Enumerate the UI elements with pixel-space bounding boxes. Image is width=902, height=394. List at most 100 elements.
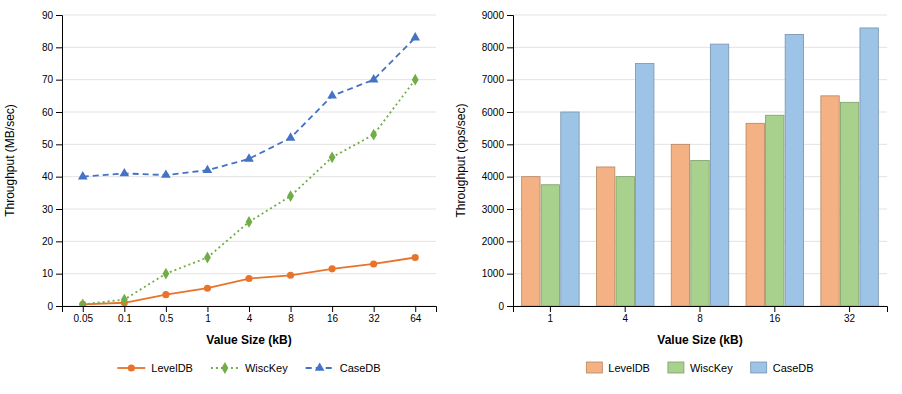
bar-series bbox=[541, 102, 859, 306]
y-tick-label: 7000 bbox=[482, 74, 505, 85]
y-axis-title: Throughput (ops/sec) bbox=[454, 103, 468, 217]
legend-label: LevelDB bbox=[151, 362, 193, 374]
y-axis-line bbox=[507, 16, 514, 307]
marker bbox=[286, 132, 296, 140]
y-tick-label: 1000 bbox=[482, 268, 505, 279]
chart-canvas: 01020304050607080900.050.10.5148163264Va… bbox=[0, 0, 902, 394]
x-axis: 1481632 bbox=[514, 306, 888, 324]
bar bbox=[636, 64, 654, 307]
grid-line bbox=[62, 79, 436, 80]
y-tick: 0 bbox=[47, 301, 62, 312]
legend-item: CaseDB bbox=[751, 362, 814, 374]
marker bbox=[161, 170, 171, 178]
marker bbox=[246, 216, 253, 228]
y-tick-mark bbox=[507, 274, 513, 275]
x-tick-label: 32 bbox=[844, 313, 856, 324]
y-tick: 40 bbox=[42, 171, 62, 182]
line bbox=[83, 258, 415, 305]
x-tick-label: 1 bbox=[205, 313, 211, 324]
y-tick-label: 60 bbox=[42, 107, 54, 118]
bar bbox=[616, 177, 634, 306]
y-tick-label: 90 bbox=[42, 10, 54, 21]
y-tick: 50 bbox=[42, 139, 62, 150]
chart-panel: 0100020003000400050006000700080009000148… bbox=[454, 10, 888, 374]
plot-area bbox=[522, 28, 879, 306]
y-tick-mark bbox=[507, 144, 513, 145]
y-tick-label: 20 bbox=[42, 236, 54, 247]
legend-item: LevelDB bbox=[117, 362, 193, 374]
y-tick-label: 9000 bbox=[482, 10, 505, 21]
bar bbox=[746, 123, 764, 306]
y-tick-mark bbox=[56, 15, 62, 16]
grid-line bbox=[62, 144, 436, 145]
grid bbox=[513, 15, 887, 306]
y-tick: 2000 bbox=[482, 236, 513, 247]
x-tick-label: 16 bbox=[327, 313, 339, 324]
bar bbox=[785, 34, 803, 306]
marker bbox=[369, 74, 379, 82]
bar bbox=[840, 102, 858, 306]
y-tick-label: 80 bbox=[42, 42, 54, 53]
markers bbox=[79, 254, 419, 306]
y-tick-mark bbox=[56, 177, 62, 178]
line bbox=[83, 38, 415, 177]
y-tick: 30 bbox=[42, 204, 62, 215]
x-tick: 0.5 bbox=[159, 306, 173, 324]
x-tick: 8 bbox=[288, 306, 294, 324]
x-axis-title: Value Size (kB) bbox=[206, 333, 291, 347]
bar bbox=[541, 185, 559, 306]
x-tick: 1 bbox=[205, 306, 211, 324]
marker bbox=[287, 190, 294, 202]
marker bbox=[412, 254, 419, 261]
legend: LevelDBWiscKeyCaseDB bbox=[586, 362, 813, 374]
x-tick-label: 32 bbox=[369, 313, 381, 324]
y-tick-label: 2000 bbox=[482, 236, 505, 247]
y-tick-label: 0 bbox=[498, 301, 504, 312]
x-tick: 4 bbox=[622, 306, 628, 324]
grid-line bbox=[62, 273, 436, 274]
y-axis-line bbox=[56, 16, 63, 307]
x-tick-label: 4 bbox=[247, 313, 253, 324]
markers bbox=[79, 74, 418, 306]
x-tick-mark bbox=[700, 306, 701, 312]
x-axis-line bbox=[514, 307, 888, 313]
y-tick-mark bbox=[56, 112, 62, 113]
y-tick: 10 bbox=[42, 268, 62, 279]
x-tick: 1 bbox=[548, 306, 554, 324]
y-tick-mark bbox=[56, 241, 62, 242]
y-tick-mark bbox=[56, 209, 62, 210]
x-tick-mark bbox=[774, 306, 775, 312]
x-tick-mark bbox=[207, 306, 208, 312]
y-tick-mark bbox=[56, 47, 62, 48]
marker bbox=[244, 153, 254, 161]
x-tick-label: 4 bbox=[622, 313, 628, 324]
chart-panel: 01020304050607080900.050.10.5148163264Va… bbox=[3, 10, 437, 374]
markers bbox=[78, 32, 420, 179]
x-tick: 4 bbox=[247, 306, 253, 324]
legend-marker bbox=[222, 362, 229, 374]
bar bbox=[561, 112, 579, 306]
y-tick-label: 6000 bbox=[482, 107, 505, 118]
bar bbox=[596, 167, 614, 306]
bar-series bbox=[561, 28, 879, 306]
y-tick: 0 bbox=[498, 301, 513, 312]
x-tick: 8 bbox=[697, 306, 703, 324]
x-tick-mark bbox=[249, 306, 250, 312]
marker bbox=[327, 90, 337, 98]
y-tick-mark bbox=[56, 80, 62, 81]
y-tick-label: 4000 bbox=[482, 171, 505, 182]
y-tick-mark bbox=[56, 274, 62, 275]
y-tick: 6000 bbox=[482, 107, 513, 118]
y-axis: 0102030405060708090 bbox=[42, 10, 63, 312]
y-tick-label: 5000 bbox=[482, 139, 505, 150]
y-tick-label: 30 bbox=[42, 204, 54, 215]
bar bbox=[671, 144, 689, 306]
marker bbox=[329, 265, 336, 272]
x-tick-mark bbox=[374, 306, 375, 312]
y-tick: 3000 bbox=[482, 204, 513, 215]
grid-line bbox=[62, 112, 436, 113]
legend-swatch bbox=[751, 362, 767, 373]
grid-line bbox=[62, 209, 436, 210]
grid-line bbox=[513, 47, 887, 48]
y-tick: 9000 bbox=[482, 10, 513, 21]
